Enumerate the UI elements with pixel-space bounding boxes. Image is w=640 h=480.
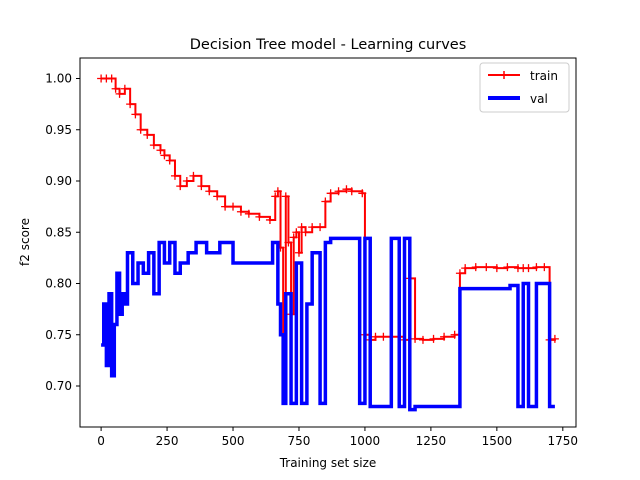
train-point-marker (294, 248, 303, 257)
train-point-marker (182, 177, 191, 185)
train-point-marker (236, 207, 245, 216)
train-point-marker (143, 130, 152, 139)
train-point-marker (482, 263, 491, 272)
train-point-marker (273, 187, 282, 196)
train-point-marker (418, 335, 427, 344)
train-point-marker (255, 212, 264, 221)
train-point-marker (358, 189, 367, 198)
train-point-marker (111, 84, 120, 93)
x-axis-label: Training set size (279, 456, 377, 470)
y-axis-label: f2 score (18, 218, 32, 266)
train-point-marker (301, 228, 310, 237)
train-point-marker (492, 264, 501, 273)
y-tick-label: 1.00 (45, 72, 72, 86)
x-tick-label: 1250 (416, 434, 447, 448)
train-point-marker (160, 151, 169, 160)
train-point-marker (107, 74, 116, 83)
train-point-marker (316, 223, 325, 232)
y-tick-label: 0.85 (45, 225, 72, 239)
x-tick-label: 750 (288, 434, 311, 448)
x-tick-label: 500 (222, 434, 245, 448)
train-point-marker (244, 209, 253, 218)
train-point-marker (197, 182, 206, 191)
legend-train-marker (500, 71, 508, 79)
x-axis-ticks: 0 250 500 750 1000 1250 1500 1750 (97, 427, 578, 448)
train-point-marker (281, 192, 290, 201)
train-point-marker (265, 215, 274, 224)
train-point-marker (450, 330, 459, 339)
series-layer (97, 74, 559, 412)
train-point-marker (165, 156, 174, 165)
train-point-marker (126, 100, 135, 109)
train-point-marker (136, 125, 145, 134)
y-axis-ticks: 0.70 0.75 0.80 0.85 0.90 0.95 1.00 (45, 72, 80, 393)
x-tick-label: 1000 (350, 434, 381, 448)
train-point-marker (532, 263, 541, 272)
train-point-marker (176, 182, 185, 191)
y-tick-label: 0.80 (45, 277, 72, 291)
series-line-val (101, 236, 555, 412)
y-tick-label: 0.95 (45, 123, 72, 137)
x-tick-label: 0 (97, 434, 105, 448)
train-point-marker (411, 334, 420, 343)
train-point-marker (271, 192, 280, 201)
train-point-marker (471, 263, 480, 272)
train-point-marker (205, 187, 214, 196)
train-point-marker (371, 332, 380, 341)
train-point-marker (503, 263, 512, 272)
y-tick-label: 0.90 (45, 174, 72, 188)
axes-frame (79, 57, 577, 428)
legend-train-label: train (530, 69, 558, 83)
train-point-marker (550, 334, 559, 343)
train-point-marker (524, 264, 533, 273)
train-point-marker (156, 146, 165, 155)
train-point-marker (342, 185, 351, 194)
train-point-marker (189, 171, 198, 180)
legend-val-label: val (530, 92, 548, 106)
train-point-marker (321, 197, 330, 206)
train-point-marker (115, 89, 124, 98)
train-point-marker (289, 233, 298, 242)
train-point-marker (461, 264, 470, 273)
train-point-marker (284, 238, 293, 247)
legend: train val (479, 62, 570, 113)
train-point-marker (170, 171, 179, 180)
x-tick-label: 250 (156, 434, 179, 448)
train-point-marker (213, 192, 222, 201)
train-point-marker (221, 202, 230, 211)
train-point-marker (149, 141, 158, 150)
train-point-marker (440, 332, 449, 341)
train-point-marker (540, 263, 549, 272)
train-point-marker (379, 332, 388, 341)
train-point-marker (229, 202, 238, 211)
train-point-marker (308, 223, 317, 232)
train-point-marker (131, 110, 140, 119)
y-tick-label: 0.75 (45, 328, 72, 342)
train-point-marker (334, 187, 343, 196)
plot-area: 0 250 500 750 1000 1250 1500 1750 0.700.750.800… (45, 57, 578, 448)
chart-title: Decision Tree model - Learning curves (190, 37, 467, 53)
train-point-marker (297, 223, 306, 232)
train-point-marker (455, 269, 464, 278)
y-tick-label: 0.70 (45, 379, 72, 393)
train-point-marker (120, 84, 129, 93)
train-point-marker (429, 334, 438, 343)
train-point-marker (326, 189, 335, 198)
train-point-marker (347, 187, 356, 196)
train-point-marker (292, 228, 301, 237)
x-tick-label: 1500 (482, 434, 513, 448)
x-tick-label: 1750 (548, 434, 579, 448)
